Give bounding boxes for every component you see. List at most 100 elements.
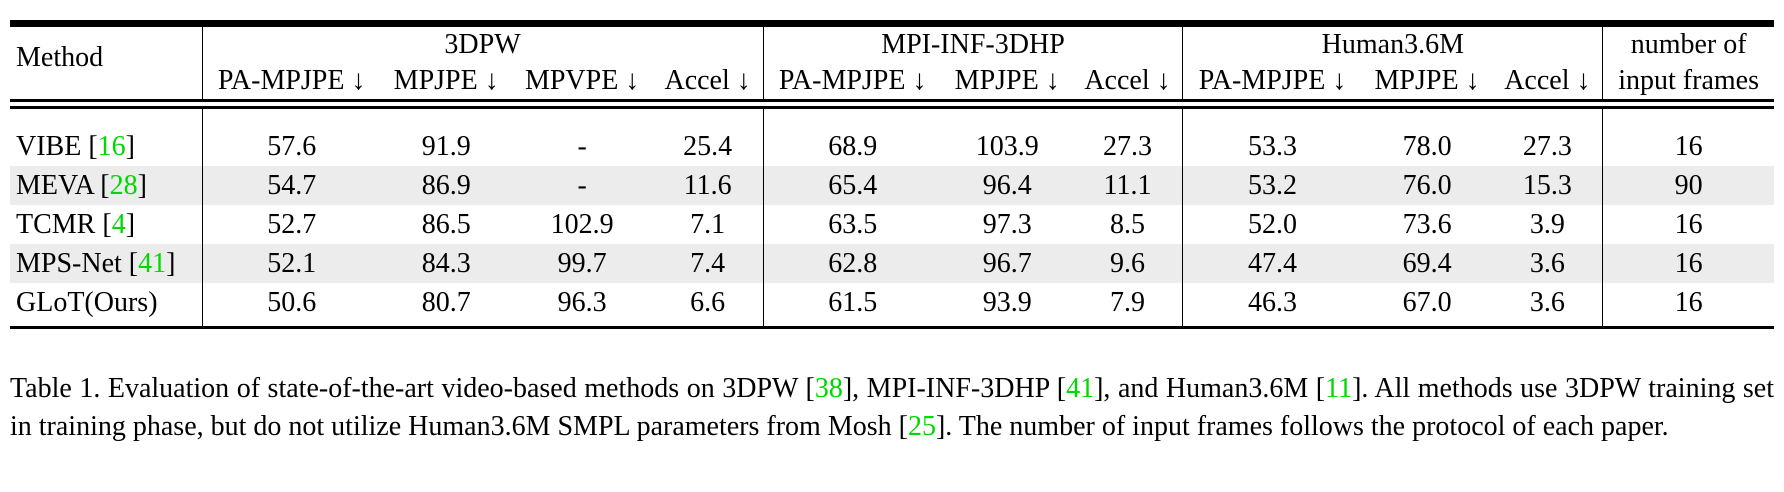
value-cell: 7.1 bbox=[690, 208, 726, 240]
method-cell: GLoT(Ours) bbox=[10, 283, 203, 329]
value-cell: 76.0 bbox=[1361, 166, 1493, 205]
group-header-mpi-inf-3dhp: MPI-INF-3DHP bbox=[762, 20, 1183, 63]
value-cell: 103.9 bbox=[975, 130, 1039, 162]
table-row: GLoT(Ours) 50.6 80.7 96.3 6.6 61.5 93.9 7.9 46.3… bbox=[10, 283, 1774, 329]
value-cell: 97.3 bbox=[982, 208, 1032, 240]
citation-link[interactable]: 41 bbox=[138, 247, 167, 279]
value-cell: 46.3 bbox=[1182, 283, 1362, 329]
value-cell: 52.0 bbox=[1182, 205, 1362, 244]
value-cell: 47.4 bbox=[1182, 244, 1362, 283]
value-cell: 3.6 bbox=[1492, 244, 1603, 283]
value-cell: 16 bbox=[1602, 283, 1774, 329]
caption-segment: ]. All methods use 3DPW training set in … bbox=[10, 373, 1774, 442]
value-cell: 27.3 bbox=[1522, 130, 1572, 162]
citation-link[interactable]: 16 bbox=[97, 130, 126, 162]
table-row: MPS-Net [41] 52.1 84.3 99.7 7.4 62.8 96.7 9.6 47… bbox=[10, 244, 1774, 283]
caption-text: Table 1. Evaluation of state-of-the-art … bbox=[10, 370, 1774, 446]
frames-header-line2: input frames bbox=[1602, 63, 1774, 102]
col-header: PA-MPJPE ↓ bbox=[762, 63, 942, 102]
value-cell: 61.5 bbox=[762, 283, 942, 329]
col-header: Accel ↓ bbox=[1072, 63, 1183, 102]
table-body: VIBE [16] 57.6 91.9-25.4 68.9 103.9 27.3 53.3 7… bbox=[10, 127, 1774, 329]
method-cell: TCMR [4] bbox=[16, 208, 136, 240]
value-cell: 53.3 bbox=[1182, 127, 1362, 166]
value-cell: 62.8 bbox=[762, 244, 942, 283]
header-row-metrics: PA-MPJPE ↓ MPJPE ↓ MPVPE ↓ Accel ↓ PA-MP… bbox=[10, 63, 1774, 102]
col-header: MPJPE ↓ bbox=[941, 63, 1073, 102]
rule-gap bbox=[10, 107, 1774, 127]
method-name: GLoT(Ours) bbox=[16, 286, 158, 318]
value-cell: 96.7 bbox=[941, 244, 1073, 283]
value-cell: 7.9 bbox=[1072, 283, 1183, 329]
col-header: MPJPE ↓ bbox=[1361, 63, 1493, 102]
col-header: PA-MPJPE ↓ bbox=[1182, 63, 1362, 102]
value-cell: 65.4 bbox=[762, 166, 942, 205]
value-cell: 86.9 bbox=[380, 166, 512, 205]
method-header: Method bbox=[10, 20, 203, 102]
col-header: MPVPE ↓ bbox=[511, 63, 653, 102]
frames-header-line1: number of bbox=[1602, 20, 1774, 63]
value-cell: 68.9 bbox=[762, 127, 942, 166]
method-name: MEVA bbox=[16, 169, 94, 201]
col-header: Accel ↓ bbox=[652, 63, 764, 102]
value-cell: 3.6 bbox=[1492, 283, 1603, 329]
value-cell: 69.4 bbox=[1361, 244, 1493, 283]
value-cell: 91.9 bbox=[421, 130, 471, 162]
value-cell: 9.6 bbox=[1072, 244, 1183, 283]
value-cell: 11.6 bbox=[652, 166, 764, 205]
results-table: Method 3DPW MPI-INF-3DHP Human3.6M numbe… bbox=[10, 20, 1774, 329]
double-rule bbox=[10, 100, 1774, 109]
caption-segment: ]. The number of input frames follows th… bbox=[935, 411, 1669, 442]
value-cell: 63.5 bbox=[762, 205, 942, 244]
table-row: MEVA [28] 54.7 86.9-11.6 65.4 96.4 11.1 53.2 76… bbox=[10, 166, 1774, 205]
header-row-groups: Method 3DPW MPI-INF-3DHP Human3.6M numbe… bbox=[10, 20, 1774, 102]
citation-link[interactable]: 28 bbox=[109, 169, 138, 201]
value-cell: 52.1 bbox=[201, 244, 381, 283]
value-cell: 8.5 bbox=[1109, 208, 1145, 240]
value-cell: 52.7 bbox=[201, 205, 381, 244]
value-cell: 11.1 bbox=[1072, 166, 1183, 205]
value-cell: 15.3 bbox=[1492, 166, 1603, 205]
caption-segment: ], and Human3.6M [ bbox=[1094, 373, 1326, 404]
value-cell: - bbox=[577, 130, 587, 162]
method-name: VIBE bbox=[16, 130, 82, 162]
value-cell: 16 bbox=[1602, 205, 1774, 244]
value-cell: 73.6 bbox=[1402, 208, 1452, 240]
value-cell: 102.9 bbox=[550, 208, 614, 240]
table-caption: Table 1. Evaluation of state-of-the-art … bbox=[10, 370, 1774, 446]
method-name: MPS-Net bbox=[16, 247, 122, 279]
method-name: TCMR bbox=[16, 208, 96, 240]
col-header: PA-MPJPE ↓ bbox=[201, 63, 381, 102]
table-row: VIBE [16] 57.6 91.9 - 25.4 68.9 103.9 27.3 53.3 7… bbox=[10, 127, 1774, 166]
value-cell: 7.4 bbox=[652, 244, 764, 283]
value-cell: 86.5 bbox=[421, 208, 471, 240]
value-cell: 50.6 bbox=[201, 283, 381, 329]
value-cell: 84.3 bbox=[380, 244, 512, 283]
value-cell: 57.6 bbox=[201, 127, 381, 166]
value-cell: 54.7 bbox=[201, 166, 381, 205]
caption-segment: Table 1. Evaluation of state-of-the-art … bbox=[10, 373, 815, 404]
caption-citation-link[interactable]: 38 bbox=[814, 373, 843, 404]
value-cell: 78.0 bbox=[1402, 130, 1452, 162]
value-cell: 53.2 bbox=[1182, 166, 1362, 205]
citation-link[interactable]: 4 bbox=[111, 208, 126, 240]
value-cell: 67.0 bbox=[1361, 283, 1493, 329]
value-cell: 16 bbox=[1602, 244, 1774, 283]
value-cell: 96.4 bbox=[941, 166, 1073, 205]
value-cell: 99.7 bbox=[511, 244, 653, 283]
col-header: MPJPE ↓ bbox=[380, 63, 512, 102]
group-header-human36m: Human3.6M bbox=[1182, 20, 1603, 63]
value-cell: 93.9 bbox=[941, 283, 1073, 329]
caption-citation-link[interactable]: 25 bbox=[907, 411, 936, 442]
value-cell: 3.9 bbox=[1529, 208, 1565, 240]
table-row: TCMR [4] 52.7 86.5 102.9 7.1 63.5 97.3 8.5 52.0 7… bbox=[10, 205, 1774, 244]
value-cell: 6.6 bbox=[652, 283, 764, 329]
col-header: Accel ↓ bbox=[1492, 63, 1603, 102]
method-cell: MEVA [28] bbox=[10, 166, 203, 205]
caption-citation-link[interactable]: 41 bbox=[1066, 373, 1095, 404]
method-cell: VIBE [16] bbox=[16, 130, 135, 162]
value-cell: - bbox=[511, 166, 653, 205]
value-cell: 96.3 bbox=[511, 283, 653, 329]
caption-citation-link[interactable]: 11 bbox=[1325, 373, 1353, 404]
